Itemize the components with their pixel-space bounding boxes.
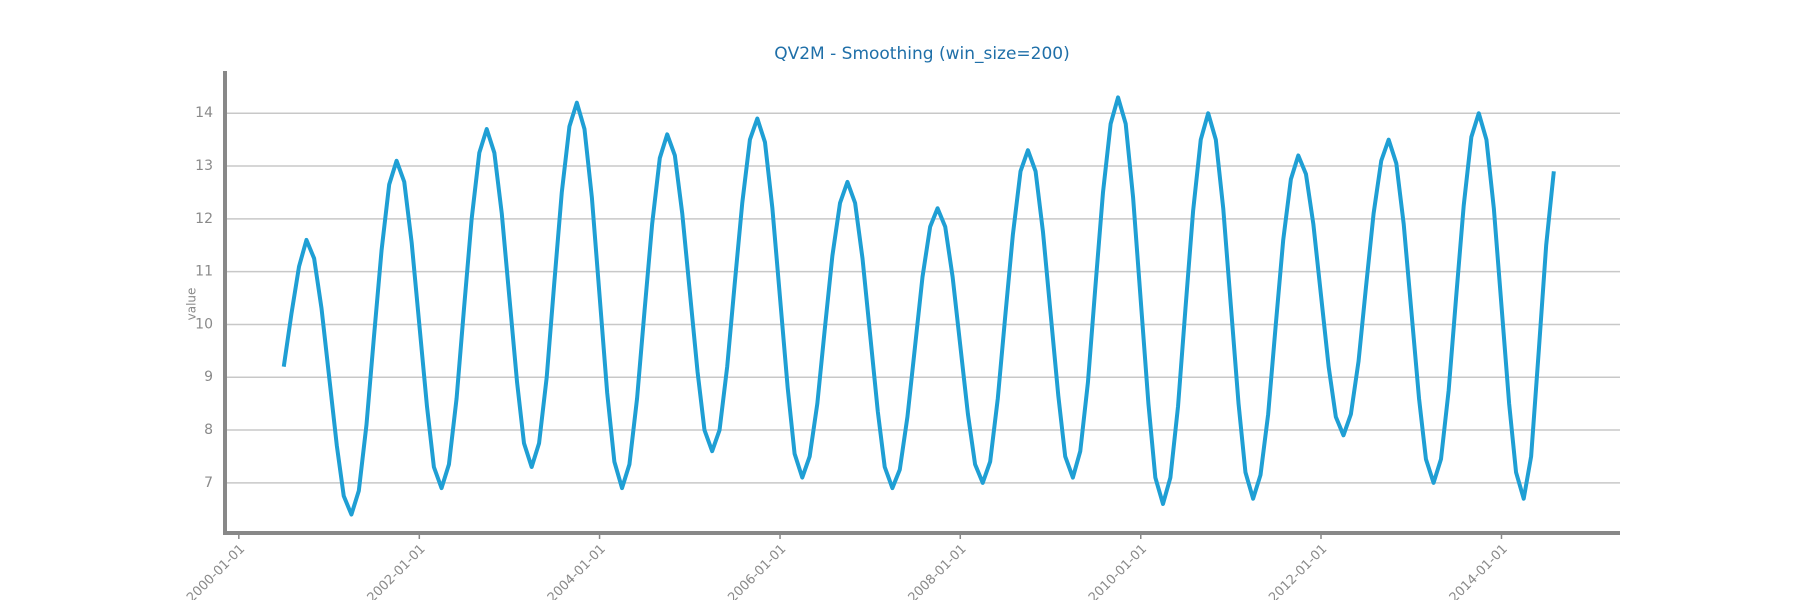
x-tick-label: 2002-01-01: [365, 542, 429, 600]
y-tick-label: 14: [195, 105, 213, 121]
x-tick-label: 2000-01-01: [184, 542, 248, 600]
y-tick-label: 8: [204, 422, 213, 438]
y-tick-label: 9: [204, 369, 213, 385]
x-tick-label: 2012-01-01: [1266, 542, 1330, 600]
x-tick-label: 2006-01-01: [725, 542, 789, 600]
data-line: [281, 95, 1556, 517]
x-tick-label: 2008-01-01: [906, 542, 970, 600]
y-tick-label: 10: [195, 316, 213, 332]
y-tick-label: 12: [195, 211, 213, 227]
x-tick-label: 2014-01-01: [1447, 542, 1511, 600]
y-axis-label: value: [185, 288, 199, 321]
x-tick-label: 2010-01-01: [1086, 542, 1150, 600]
chart-title: QV2M - Smoothing (win_size=200): [774, 44, 1070, 64]
y-tick-label: 7: [204, 475, 213, 491]
y-tick-label: 13: [195, 158, 213, 174]
y-tick-label: 11: [195, 264, 213, 280]
x-tick-label: 2004-01-01: [545, 542, 609, 600]
